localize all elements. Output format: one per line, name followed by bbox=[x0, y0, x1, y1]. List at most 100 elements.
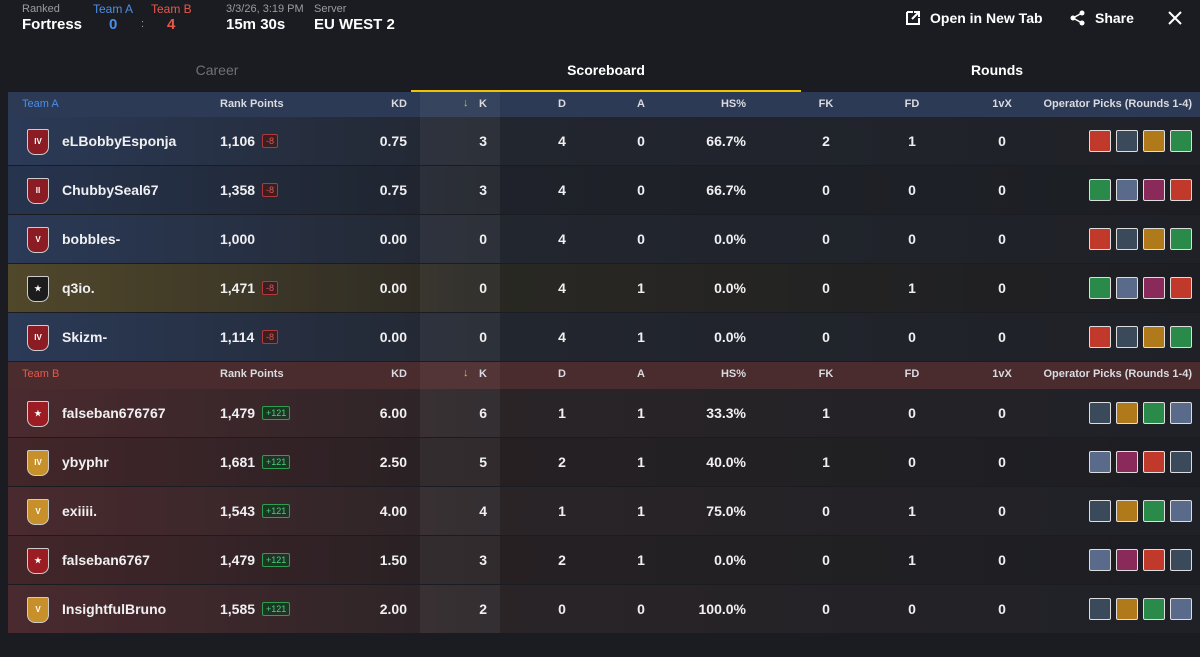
column-header[interactable]: Rank Points bbox=[220, 368, 284, 380]
player-name[interactable]: bobbles- bbox=[62, 231, 121, 247]
column-header[interactable]: KD bbox=[391, 98, 407, 110]
operator-icon bbox=[1089, 179, 1111, 201]
column-header[interactable]: FD bbox=[904, 98, 920, 110]
operator-icon bbox=[1116, 277, 1138, 299]
column-header[interactable]: 1vX bbox=[992, 98, 1012, 110]
operator-icon bbox=[1089, 228, 1111, 250]
stat: 2 bbox=[558, 552, 566, 568]
stat: 0.0% bbox=[714, 231, 746, 247]
stat: 0 bbox=[908, 329, 916, 345]
operator-icon bbox=[1170, 402, 1192, 424]
stat: 0.75 bbox=[379, 182, 407, 198]
rank-badge: ★ bbox=[27, 401, 49, 427]
stat: 2 bbox=[822, 133, 830, 149]
stat: 3 bbox=[479, 552, 487, 568]
operator-icon bbox=[1116, 500, 1138, 522]
share-icon[interactable] bbox=[1070, 10, 1086, 26]
operator-icon bbox=[1170, 179, 1192, 201]
column-header[interactable]: A bbox=[637, 98, 645, 110]
column-header[interactable]: FK bbox=[818, 368, 834, 380]
player-name[interactable]: exiiii. bbox=[62, 503, 98, 519]
stat: 0.0% bbox=[714, 329, 746, 345]
operator-icon bbox=[1170, 277, 1192, 299]
column-header[interactable]: Operator Picks (Rounds 1-4) bbox=[1043, 368, 1192, 380]
sort-arrow: ↓ bbox=[463, 367, 469, 379]
k-column-highlight bbox=[420, 92, 500, 117]
column-header[interactable]: K bbox=[479, 368, 487, 380]
stat: 5 bbox=[479, 454, 487, 470]
share[interactable]: Share bbox=[1095, 10, 1134, 26]
k-column-highlight bbox=[420, 389, 500, 437]
player-row bbox=[8, 264, 1200, 312]
column-header[interactable]: K bbox=[479, 98, 487, 110]
stat: 4 bbox=[558, 329, 566, 345]
stat: 1 bbox=[822, 405, 830, 421]
column-header[interactable]: D bbox=[558, 98, 566, 110]
open-tab-icon[interactable] bbox=[905, 10, 921, 26]
operator-icon bbox=[1143, 326, 1165, 348]
stat: 1 bbox=[637, 454, 645, 470]
stat: 2.00 bbox=[379, 601, 407, 617]
player-name[interactable]: InsightfulBruno bbox=[62, 601, 167, 617]
stat: 3 bbox=[479, 182, 487, 198]
column-header[interactable]: A bbox=[637, 368, 645, 380]
rank-points: 1,114 bbox=[220, 329, 255, 345]
tab[interactable]: Rounds bbox=[970, 62, 1024, 78]
player-row bbox=[8, 117, 1200, 165]
player-name[interactable]: falseban6767 bbox=[62, 552, 150, 568]
close-button[interactable] bbox=[1168, 11, 1182, 25]
rank-delta: -8 bbox=[262, 183, 279, 197]
rank-delta: -8 bbox=[262, 281, 279, 295]
team-b-label: Team B bbox=[151, 2, 192, 16]
operator-icon bbox=[1170, 451, 1192, 473]
operator-icon bbox=[1143, 179, 1165, 201]
column-header[interactable]: FD bbox=[904, 368, 920, 380]
stat: 0 bbox=[558, 601, 566, 617]
operator-icon bbox=[1116, 326, 1138, 348]
stat: 0.0% bbox=[714, 552, 746, 568]
rank-badge: II bbox=[27, 178, 49, 204]
player-name[interactable]: eLBobbyEsponja bbox=[62, 133, 177, 149]
stat: 0 bbox=[998, 280, 1006, 296]
player-name[interactable]: ybyphr bbox=[62, 454, 109, 470]
k-column-highlight bbox=[420, 215, 500, 263]
player-name[interactable]: q3io. bbox=[62, 280, 95, 296]
operator-icon bbox=[1170, 500, 1192, 522]
stat: 0 bbox=[822, 601, 830, 617]
stat: 0.0% bbox=[714, 280, 746, 296]
player-name[interactable]: falseban676767 bbox=[62, 405, 166, 421]
operator-icon bbox=[1089, 402, 1111, 424]
rank-delta: +121 bbox=[262, 602, 291, 616]
column-header[interactable]: Rank Points bbox=[220, 98, 284, 110]
stat: 1 bbox=[908, 552, 916, 568]
stat: 0 bbox=[479, 231, 487, 247]
column-header[interactable]: D bbox=[558, 368, 566, 380]
rank-badge: IV bbox=[27, 129, 49, 155]
stat: 1 bbox=[908, 503, 916, 519]
k-column-highlight bbox=[420, 313, 500, 361]
open-in-new-tab[interactable]: Open in New Tab bbox=[930, 10, 1043, 26]
column-header[interactable]: 1vX bbox=[992, 368, 1012, 380]
rank-points: 1,681 bbox=[220, 454, 256, 470]
rank-delta: -8 bbox=[262, 134, 279, 148]
operator-icon bbox=[1116, 598, 1138, 620]
rank-delta: +121 bbox=[262, 406, 291, 420]
player-name[interactable]: ChubbySeal67 bbox=[62, 182, 159, 198]
player-row bbox=[8, 438, 1200, 486]
column-header[interactable]: HS% bbox=[720, 368, 746, 380]
sort-arrow: ↓ bbox=[463, 97, 469, 109]
column-header[interactable]: FK bbox=[818, 98, 834, 110]
stat: 1 bbox=[637, 280, 645, 296]
column-header[interactable]: Operator Picks (Rounds 1-4) bbox=[1043, 98, 1192, 110]
rank-points: 1,471 bbox=[220, 280, 256, 296]
operator-icon bbox=[1089, 451, 1111, 473]
rank-points: 1,106 bbox=[220, 133, 256, 149]
column-header[interactable]: KD bbox=[391, 368, 407, 380]
tab[interactable]: Career bbox=[195, 62, 239, 78]
stat: 4 bbox=[479, 503, 487, 519]
stat: 0 bbox=[822, 280, 830, 296]
tab-active[interactable]: Scoreboard bbox=[411, 52, 801, 92]
column-header[interactable]: HS% bbox=[720, 98, 746, 110]
player-name[interactable]: Skizm- bbox=[62, 329, 108, 345]
team-b-score: 4 bbox=[167, 16, 176, 33]
